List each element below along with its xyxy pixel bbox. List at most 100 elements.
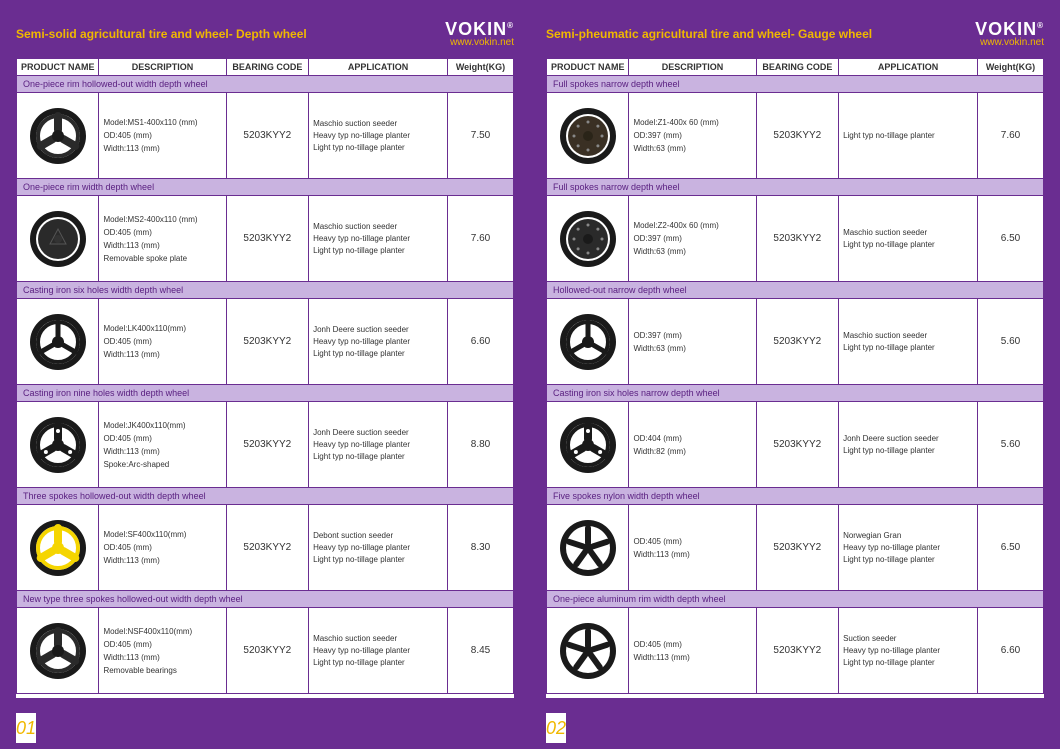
application-cell: Debont suction seederHeavy typ no-tillag… (309, 505, 448, 591)
table-row: OD:404 (mm)Width:82 (mm) 5203KYY2 Jonh D… (547, 402, 1044, 488)
brand-logo: VOKIN® (445, 20, 514, 38)
brand-logo: VOKIN® (975, 20, 1044, 38)
bearing-code: 5203KYY2 (756, 505, 838, 591)
application-cell: Maschio suction seederLight typ no-tilla… (839, 196, 978, 282)
page-left: Semi-solid agricultural tire and wheel- … (0, 0, 530, 749)
bearing-code: 5203KYY2 (756, 608, 838, 694)
wheel-image (547, 608, 629, 694)
description-cell: Model:MS1-400x110 (mm)OD:405 (mm)Width:1… (99, 93, 226, 179)
brand-url: www.vokin.net (445, 38, 514, 48)
table-row: OD:405 (mm)Width:113 (mm) 5203KYY2 Norwe… (547, 505, 1044, 591)
table-right-wrap: PRODUCT NAMEDESCRIPTIONBEARING CODEAPPLI… (546, 58, 1044, 698)
bearing-code: 5203KYY2 (226, 608, 308, 694)
wheel-image (547, 505, 629, 591)
table-row: OD:405 (mm)Width:113 (mm) 5203KYY2 Sucti… (547, 608, 1044, 694)
application-cell: Jonh Deere suction seederHeavy typ no-ti… (309, 299, 448, 385)
thead-right: PRODUCT NAMEDESCRIPTIONBEARING CODEAPPLI… (547, 59, 1044, 76)
table-row: Model:NSF400x110(mm)OD:405 (mm)Width:113… (17, 608, 514, 694)
table-row: OD:397 (mm)Width:63 (mm) 5203KYY2 Maschi… (547, 299, 1044, 385)
col-header: PRODUCT NAME (547, 59, 629, 76)
table-left-wrap: PRODUCT NAMEDESCRIPTIONBEARING CODEAPPLI… (16, 58, 514, 698)
weight-cell: 8.80 (448, 402, 514, 488)
application-cell: Maschio suction seederHeavy typ no-tilla… (309, 196, 448, 282)
group-header: Hollowed-out narrow depth wheel (547, 282, 1044, 299)
group-header: Three spokes hollowed-out width depth wh… (17, 488, 514, 505)
description-cell: OD:405 (mm)Width:113 (mm) (629, 505, 756, 591)
application-cell: Jonh Deere suction seederLight typ no-ti… (839, 402, 978, 488)
wheel-image (17, 299, 99, 385)
application-cell: Norwegian GranHeavy typ no-tillage plant… (839, 505, 978, 591)
brand-block: VOKIN® www.vokin.net (445, 20, 514, 48)
table-row: Model:LK400x110(mm)OD:405 (mm)Width:113 … (17, 299, 514, 385)
bearing-code: 5203KYY2 (226, 93, 308, 179)
wheel-image (17, 505, 99, 591)
wheel-image (547, 402, 629, 488)
application-cell: Maschio suction seederHeavy typ no-tilla… (309, 608, 448, 694)
weight-cell: 6.50 (978, 505, 1044, 591)
table-row: Model:SF400x110(mm)OD:405 (mm)Width:113 … (17, 505, 514, 591)
wheel-image (547, 196, 629, 282)
bearing-code: 5203KYY2 (226, 402, 308, 488)
col-header: BEARING CODE (226, 59, 308, 76)
brand-block: VOKIN® www.vokin.net (975, 20, 1044, 48)
table-left: PRODUCT NAMEDESCRIPTIONBEARING CODEAPPLI… (16, 58, 514, 694)
weight-cell: 5.60 (978, 299, 1044, 385)
table-row: Model:Z2-400x 60 (mm)OD:397 (mm)Width:63… (547, 196, 1044, 282)
group-header: New type three spokes hollowed-out width… (17, 591, 514, 608)
brand-url: www.vokin.net (975, 38, 1044, 48)
bearing-code: 5203KYY2 (756, 196, 838, 282)
description-cell: Model:Z2-400x 60 (mm)OD:397 (mm)Width:63… (629, 196, 756, 282)
page-title-right: Semi-pheumatic agricultural tire and whe… (546, 27, 872, 41)
table-row: Model:MS2-400x110 (mm)OD:405 (mm)Width:1… (17, 196, 514, 282)
description-cell: Model:Z1-400x 60 (mm)OD:397 (mm)Width:63… (629, 93, 756, 179)
wheel-image (17, 196, 99, 282)
col-header: APPLICATION (839, 59, 978, 76)
description-cell: OD:404 (mm)Width:82 (mm) (629, 402, 756, 488)
group-header: One-piece rim width depth wheel (17, 179, 514, 196)
description-cell: OD:405 (mm)Width:113 (mm) (629, 608, 756, 694)
wheel-image (547, 93, 629, 179)
weight-cell: 6.50 (978, 196, 1044, 282)
group-header: Full spokes narrow depth wheel (547, 76, 1044, 93)
group-header: One-piece aluminum rim width depth wheel (547, 591, 1044, 608)
weight-cell: 7.60 (448, 196, 514, 282)
weight-cell: 8.45 (448, 608, 514, 694)
bearing-code: 5203KYY2 (226, 196, 308, 282)
col-header: DESCRIPTION (99, 59, 226, 76)
table-row: Model:Z1-400x 60 (mm)OD:397 (mm)Width:63… (547, 93, 1044, 179)
table-right: PRODUCT NAMEDESCRIPTIONBEARING CODEAPPLI… (546, 58, 1044, 694)
group-header: Five spokes nylon width depth wheel (547, 488, 1044, 505)
application-cell: Suction seederHeavy typ no-tillage plant… (839, 608, 978, 694)
page-number-left: 01 (16, 713, 36, 743)
bearing-code: 5203KYY2 (756, 299, 838, 385)
col-header: Weight(KG) (448, 59, 514, 76)
col-header: DESCRIPTION (629, 59, 756, 76)
description-cell: Model:SF400x110(mm)OD:405 (mm)Width:113 … (99, 505, 226, 591)
page-right: Semi-pheumatic agricultural tire and whe… (530, 0, 1060, 749)
bearing-code: 5203KYY2 (226, 299, 308, 385)
bearing-code: 5203KYY2 (226, 505, 308, 591)
table-row: Model:MS1-400x110 (mm)OD:405 (mm)Width:1… (17, 93, 514, 179)
wheel-image (17, 608, 99, 694)
group-header: Casting iron nine holes width depth whee… (17, 385, 514, 402)
application-cell: Light typ no-tillage planter (839, 93, 978, 179)
weight-cell: 7.50 (448, 93, 514, 179)
group-header: Casting iron six holes width depth wheel (17, 282, 514, 299)
header-left: Semi-solid agricultural tire and wheel- … (16, 20, 514, 48)
header-right: Semi-pheumatic agricultural tire and whe… (546, 20, 1044, 48)
group-header: Casting iron six holes narrow depth whee… (547, 385, 1044, 402)
weight-cell: 7.60 (978, 93, 1044, 179)
wheel-image (17, 402, 99, 488)
col-header: APPLICATION (309, 59, 448, 76)
application-cell: Jonh Deere suction seederHeavy typ no-ti… (309, 402, 448, 488)
description-cell: OD:397 (mm)Width:63 (mm) (629, 299, 756, 385)
application-cell: Maschio suction seederHeavy typ no-tilla… (309, 93, 448, 179)
application-cell: Maschio suction seederLight typ no-tilla… (839, 299, 978, 385)
group-header: Full spokes narrow depth wheel (547, 179, 1044, 196)
col-header: BEARING CODE (756, 59, 838, 76)
col-header: Weight(KG) (978, 59, 1044, 76)
wheel-image (17, 93, 99, 179)
bearing-code: 5203KYY2 (756, 402, 838, 488)
description-cell: Model:NSF400x110(mm)OD:405 (mm)Width:113… (99, 608, 226, 694)
tbody-right: Full spokes narrow depth wheel Model:Z1-… (547, 76, 1044, 694)
